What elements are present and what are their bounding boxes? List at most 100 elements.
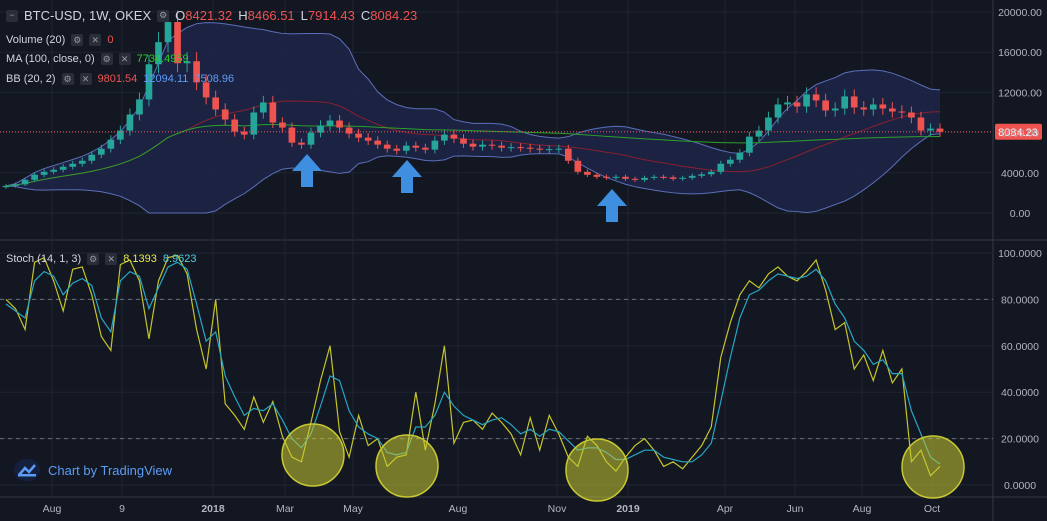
candle-body [450,134,458,139]
up-arrow-icon [392,160,422,193]
candle-body [336,120,343,128]
bb-lower-line [5,133,941,214]
ohlc-high-key: H [238,8,248,23]
settings-icon[interactable]: ⚙ [61,73,74,85]
candle-body [183,61,191,64]
settings-icon[interactable]: ⚙ [100,53,113,65]
volume-legend: Volume (20) ⚙ ✕ 0 [6,34,113,46]
candle-body [622,176,629,179]
collapse-icon[interactable]: − [6,9,18,22]
time-tick-label: Apr [717,503,734,515]
stoch-tick-label: 60.0000 [1001,341,1039,353]
candle-body [250,112,258,135]
candle-body [97,148,105,155]
ohlc-low-key: L [300,8,308,23]
candle-body [355,133,362,138]
stoch-tick-label: 100.0000 [998,248,1042,260]
bb-fill [6,22,940,214]
candle-body [298,142,305,145]
ohlc-high: H8466.51 [238,8,294,23]
price-tick-label: 20000.00 [998,7,1042,19]
candle-body [850,96,858,108]
time-tick-label: Oct [924,503,940,515]
candlestick-series[interactable] [0,10,993,189]
candle-body [860,107,868,110]
candle-body [746,136,753,153]
price-tick-label: 4000.00 [1001,168,1039,180]
time-tick-label: May [343,503,364,515]
ohlc-open-key: O [175,8,186,23]
candle-body [364,137,372,141]
candle-body [555,148,563,150]
volume-value: 0 [107,34,114,46]
candle-body [545,149,553,151]
candle-body [841,96,849,109]
close-icon[interactable]: ✕ [89,34,102,46]
bb-basis-value: 9801.54 [97,73,138,85]
up-arrow-icon [292,154,322,187]
candle-body [526,147,534,149]
settings-icon[interactable]: ⚙ [157,9,170,22]
stoch-tick-label: 80.0000 [1001,294,1039,306]
symbol-title[interactable]: BTC-USD, 1W, OKEX [24,8,152,23]
settings-icon[interactable]: ⚙ [71,34,84,46]
settings-icon[interactable]: ⚙ [87,253,100,265]
ma-label[interactable]: MA (100, close, 0) [6,53,95,65]
ma-line [5,124,941,187]
price-tick-label: 0.00 [1010,208,1031,220]
candle-body [469,143,477,147]
candle-body [736,152,744,160]
candle-body [231,119,239,132]
candle-body [765,117,772,131]
highlight-circle [901,435,965,499]
candle-body [345,127,353,134]
close-icon[interactable]: ✕ [105,253,118,265]
tradingview-brand[interactable]: Chart by TradingView [14,459,172,481]
close-icon[interactable]: ✕ [118,53,131,65]
candle-body [221,109,229,120]
candle-body [69,163,77,167]
candle-body [155,42,162,65]
stoch-label[interactable]: Stoch (14, 1, 3) [6,253,82,265]
candle-body [31,174,38,180]
candle-body [936,128,944,132]
candle-body [488,144,496,146]
volume-label[interactable]: Volume (20) [6,34,66,46]
candle-body [889,108,896,112]
candle-body [517,147,524,149]
stoch-tick-label: 0.0000 [1004,480,1036,492]
candle-body [460,138,467,144]
stoch-tick-label: 20.0000 [1001,434,1039,446]
candle-body [803,94,810,107]
candle-body [698,174,706,176]
candle-body [374,140,382,145]
symbol-header: − BTC-USD, 1W, OKEX ⚙ O8421.32 H8466.51 … [6,8,417,23]
bb-label[interactable]: BB (20, 2) [6,73,56,85]
candle-body [78,160,86,164]
candle-body [240,131,248,135]
stochastic-oscillator [0,254,993,477]
candle-body [431,140,439,150]
tradingview-cloud-icon [14,459,40,481]
candle-body [669,177,677,179]
candle-body [12,184,19,186]
candle-body [307,132,315,145]
candle-body [726,159,734,164]
close-icon[interactable]: ✕ [79,73,92,85]
stoch-k-value: 8.1393 [123,253,157,265]
candle-body [917,117,925,131]
candle-body [793,102,801,107]
ohlc-close-value: 8084.23 [370,8,418,23]
candle-body [136,99,143,115]
candle-body [326,120,334,126]
candle-body [650,176,658,178]
candle-body [564,148,572,161]
annotation-circles [281,423,965,502]
candle-body [879,104,887,109]
time-tick-label: 9 [119,503,125,515]
stoch-legend: Stoch (14, 1, 3) ⚙ ✕ 8.1393 8.9623 [6,253,197,265]
candle-body [574,160,582,172]
highlight-circle [565,438,629,502]
candle-body [145,64,153,100]
